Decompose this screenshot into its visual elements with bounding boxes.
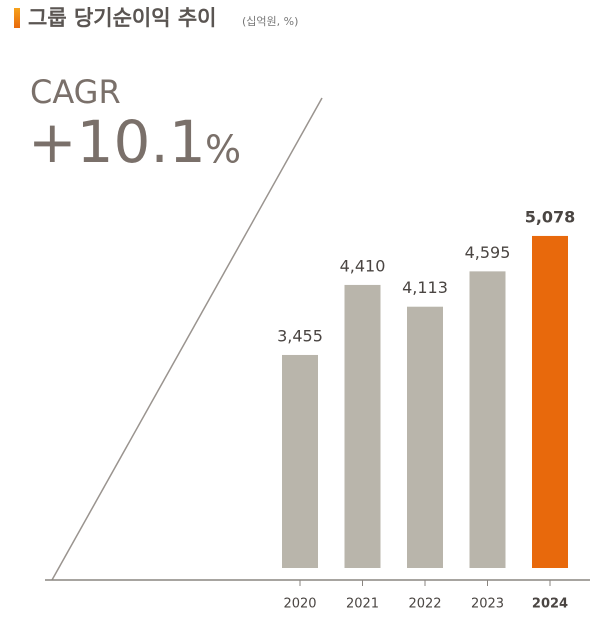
value-label: 4,410 bbox=[340, 256, 386, 275]
value-label: 5,078 bbox=[525, 207, 576, 226]
bar bbox=[282, 354, 318, 568]
value-label: 4,113 bbox=[402, 278, 448, 297]
cagr-value: +10.1 bbox=[28, 108, 206, 176]
x-tick-label: 2023 bbox=[471, 597, 504, 612]
x-tick-label: 2022 bbox=[408, 597, 441, 612]
value-label: 3,455 bbox=[277, 326, 323, 345]
trend-line bbox=[51, 97, 323, 581]
value-label: 4,595 bbox=[465, 243, 511, 262]
cagr-label: CAGR bbox=[30, 73, 121, 111]
x-tick-label: 2020 bbox=[283, 597, 316, 612]
bar bbox=[532, 235, 568, 569]
x-tick-label: 2021 bbox=[346, 597, 379, 612]
cagr-unit: % bbox=[205, 128, 241, 172]
bar bbox=[407, 306, 443, 568]
chart-title: 그룹 당기순이익 추이 bbox=[28, 6, 217, 30]
bar bbox=[469, 271, 506, 568]
chart-subtitle: (십억원, %) bbox=[242, 15, 298, 28]
bar bbox=[344, 284, 381, 568]
title-marker bbox=[14, 8, 20, 28]
x-tick-label: 2024 bbox=[532, 597, 568, 612]
